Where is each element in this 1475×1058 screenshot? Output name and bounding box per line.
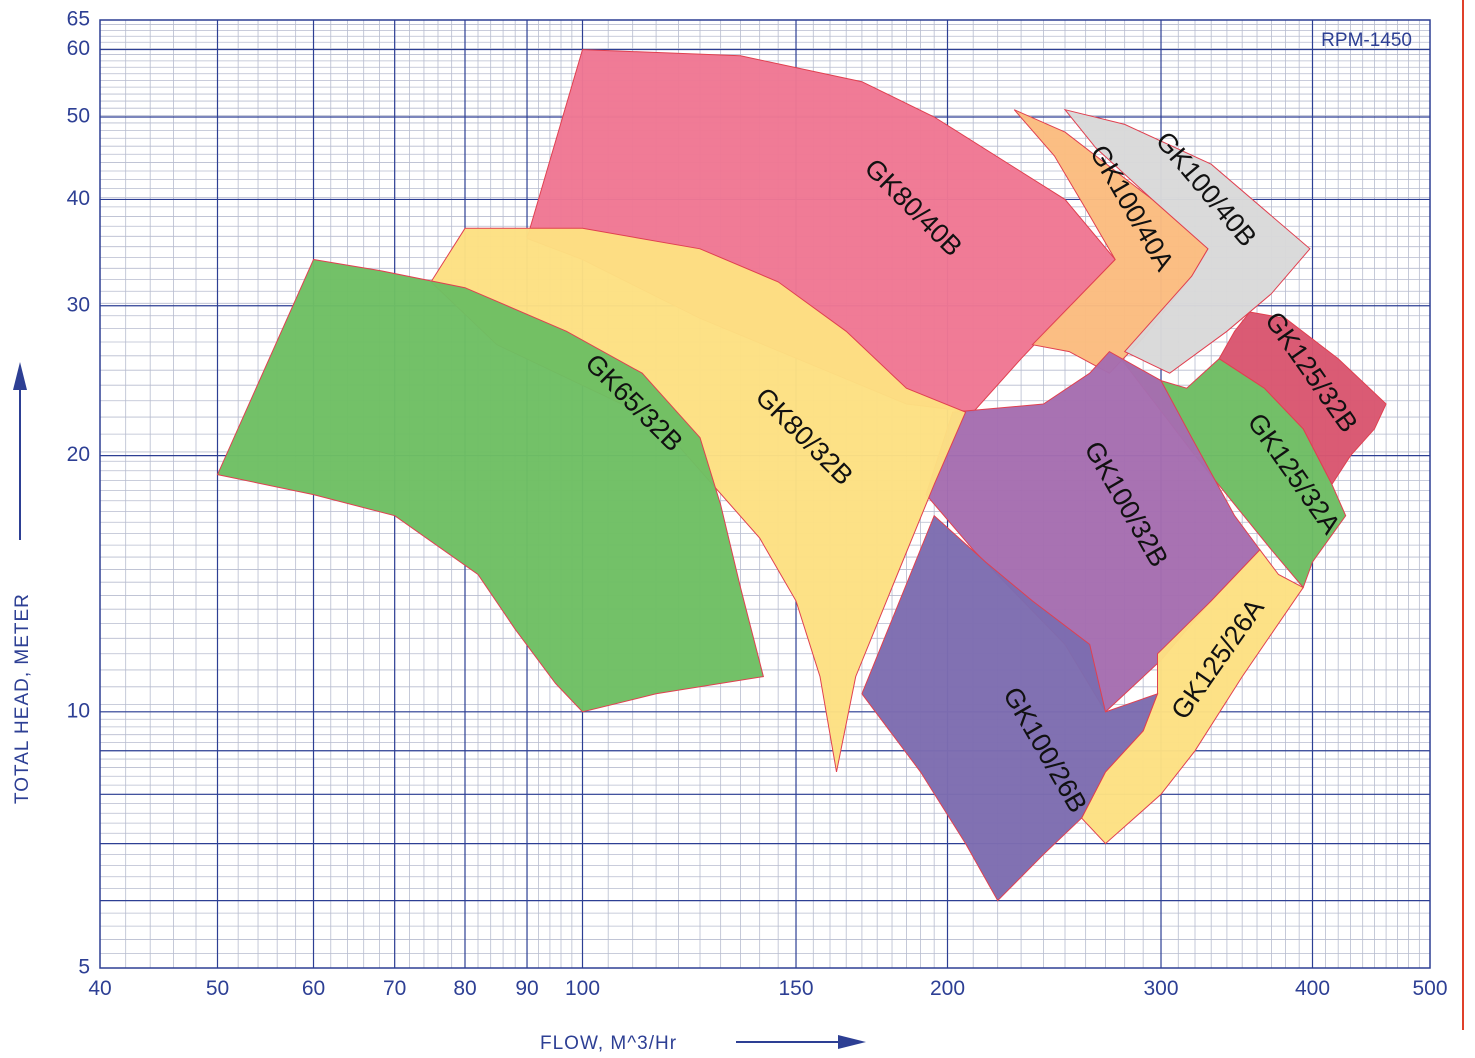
x-axis-ticks: 40 50 60 70 80 90 100 150 200 300 400 500 [88,977,1447,1000]
y-tick-label: 20 [67,443,90,466]
x-tick-label: 90 [515,977,538,1000]
x-tick-label: 150 [778,977,813,1000]
x-tick-label: 70 [383,977,406,1000]
x-tick-label: 40 [88,977,111,1000]
y-tick-label: 50 [67,105,90,128]
y-tick-label: 40 [67,187,90,210]
pump-regions [216,49,1387,902]
x-tick-label: 100 [565,977,600,1000]
y-tick-label: 5 [78,956,90,979]
y-tick-label: 30 [67,293,90,316]
x-tick-label: 60 [302,977,325,1000]
region-gk125-26a [1080,549,1304,845]
x-tick-label: 200 [930,977,965,1000]
y-axis-ticks: 5 10 20 30 40 50 60 65 [67,8,90,979]
y-tick-label: 10 [67,699,90,722]
x-tick-label: 500 [1412,977,1447,1000]
x-tick-label: 50 [206,977,229,1000]
y-axis-label: TOTAL HEAD, METER [12,593,33,804]
x-axis-arrow-icon [736,1035,866,1049]
region-gk125-32b [1218,311,1387,486]
y-tick-label: 65 [67,8,90,31]
region-gk100-26b [861,514,1159,902]
x-tick-label: 300 [1143,977,1178,1000]
region-gk100-40b [1063,108,1311,374]
y-tick-label: 60 [67,37,90,60]
page-edge-line [1462,0,1464,1030]
x-axis-label: FLOW, M^3/Hr [540,1033,677,1054]
plot-frame [99,19,1431,969]
region-gk65-32b [216,258,765,713]
rpm-annotation: RPM-1450 [1321,30,1412,51]
x-tick-label: 400 [1295,977,1330,1000]
y-axis-arrow-icon [13,362,27,540]
x-tick-label: 80 [453,977,476,1000]
